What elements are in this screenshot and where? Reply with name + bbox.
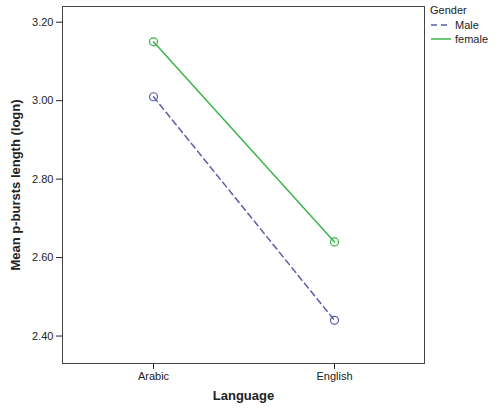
svg-text:3.00: 3.00 [32,94,53,106]
svg-text:2.80: 2.80 [32,173,53,185]
svg-text:Language: Language [213,388,274,403]
svg-text:2.40: 2.40 [32,330,53,342]
svg-text:3.20: 3.20 [32,16,53,28]
svg-text:2.60: 2.60 [32,251,53,263]
html-text:female: female [455,33,488,45]
svg-text:Mean p-bursts length (logn): Mean p-bursts length (logn) [8,99,23,270]
svg-text:Arabic: Arabic [138,370,170,382]
html-text:Male: Male [455,19,479,31]
html-text:Gender: Gender [430,4,467,16]
svg-text:English: English [316,370,352,382]
